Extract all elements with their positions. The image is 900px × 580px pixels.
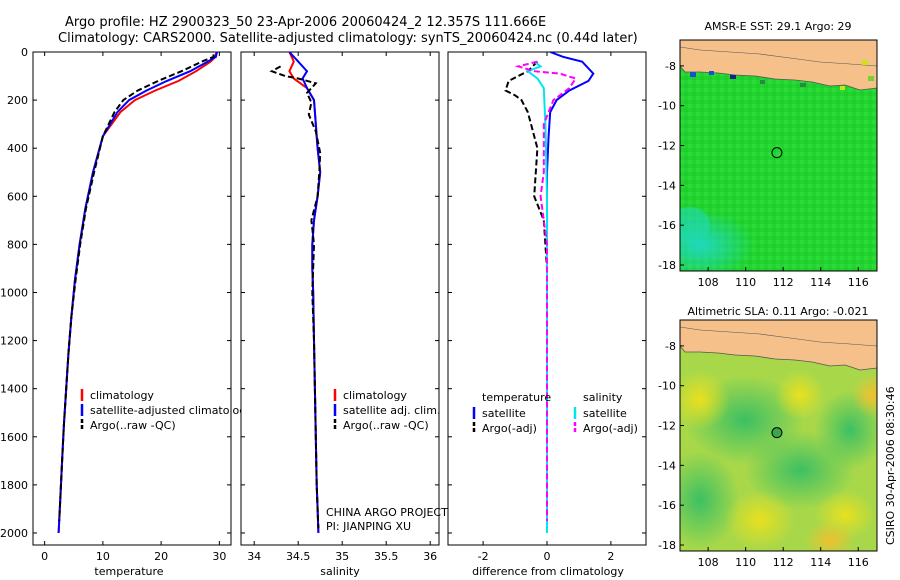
legend-label: climatology [90,389,154,402]
map-y-tick-label: -10 [658,100,676,113]
map-y-tick-label: -8 [665,340,676,353]
map-x-tick-label: 108 [698,276,719,289]
map-y-tick-label: -14 [658,179,676,192]
y-tick-label: 1200 [0,335,28,348]
legend-label: Argo(-adj) [482,422,537,435]
temperature-axis-label: temperature [94,565,163,578]
map-x-tick-label: 114 [810,556,831,569]
difference-axis-label: difference from climatology [472,565,624,578]
x-tick-label: 35.5 [374,550,399,563]
series-line-argo-raw-qc- [58,54,215,522]
x-tick-label: 0 [41,550,48,563]
y-tick-label: 600 [7,190,28,203]
map-y-tick-label: -12 [658,140,676,153]
project-label-line2: PI: JIANPING XU [326,520,411,533]
temperature-panel: 0 10 20 30 0 200 400 600 800 1000 1200 1400 1600 1800… [0,46,253,578]
legend-label: climatology [343,389,407,402]
x-tick-label: 2 [607,550,614,563]
difference-panel: -2 0 2 difference from climatology tempera… [447,51,647,578]
x-tick-label: 34.5 [286,550,311,563]
sst-map-title: AMSR-E SST: 29.1 Argo: 29 [704,20,851,33]
y-tick-label: 0 [21,46,28,59]
map-x-tick-label: 110 [735,276,756,289]
salinity-panel: 34 34.5 35 35.5 36 salinity climatology satel… [240,51,448,578]
legend-label: satellite [583,407,627,420]
map-y-tick-label: -16 [658,219,676,232]
legend-label: Argo(..raw -QC) [343,419,429,432]
sla-map-title: Altimetric SLA: 0.11 Argo: -0.021 [688,305,869,318]
map-x-tick-label: 112 [773,276,794,289]
x-tick-label: 20 [154,550,168,563]
y-tick-label: 1600 [0,431,28,444]
series-line-salinity-argo-adj- [514,60,578,521]
y-tick-label: 400 [7,142,28,155]
map-x-tick-label: 108 [698,556,719,569]
x-tick-label: 0 [544,550,551,563]
argo-float-marker-sla [771,427,783,439]
legend-label: satellite-adjusted climatology [90,404,253,417]
sst-map: AMSR-E SST: 29.1 Argo: 29 108 110 112 114 11… [658,20,878,289]
map-x-tick-label: 110 [735,556,756,569]
legend-label: Argo(..raw -QC) [90,419,176,432]
map-y-tick-label: -18 [658,259,676,272]
x-tick-label: 34 [247,550,261,563]
y-tick-label: 1000 [0,286,28,299]
map-x-tick-label: 116 [848,276,869,289]
y-tick-label: 1800 [0,479,28,492]
map-x-tick-label: 112 [773,556,794,569]
y-tick-label: 2000 [0,527,28,540]
y-tick-label: 800 [7,238,28,251]
legend-group-header: temperature [482,391,551,404]
legend-group-header: salinity [583,391,623,404]
map-y-tick-label: -14 [658,459,676,472]
map-y-tick-label: -10 [658,380,676,393]
map-x-tick-label: 116 [848,556,869,569]
map-x-tick-label: 114 [810,276,831,289]
x-tick-label: 35 [335,550,349,563]
map-y-tick-label: -18 [658,539,676,552]
x-tick-label: -2 [478,550,489,563]
csiro-timestamp: CSIRO 30-Apr-2006 08:30:46 [884,386,897,545]
project-label-line1: CHINA ARGO PROJECT [326,506,448,519]
y-tick-label: 200 [7,94,28,107]
salinity-axis-label: salinity [320,565,360,578]
argo-float-marker [771,147,783,159]
legend-label: Argo(-adj) [583,422,638,435]
figure-title-line2: Climatology: CARS2000. Satellite-adjuste… [58,31,638,46]
figure-title-line1: Argo profile: HZ 2900323_50 23-Apr-2006 … [65,15,546,30]
map-y-tick-label: -8 [665,60,676,73]
x-tick-label: 10 [96,550,110,563]
x-tick-label: 30 [212,550,226,563]
map-y-tick-label: -12 [658,420,676,433]
sla-map: Altimetric SLA: 0.11 Argo: -0.021 108 110… [658,305,878,569]
series-line-argo-raw-qc- [269,65,322,529]
map-y-tick-label: -16 [658,499,676,512]
legend-label: satellite adj. clim. [343,404,440,417]
legend-label: satellite [482,407,526,420]
y-tick-label: 1400 [0,383,28,396]
x-tick-label: 36 [423,550,437,563]
